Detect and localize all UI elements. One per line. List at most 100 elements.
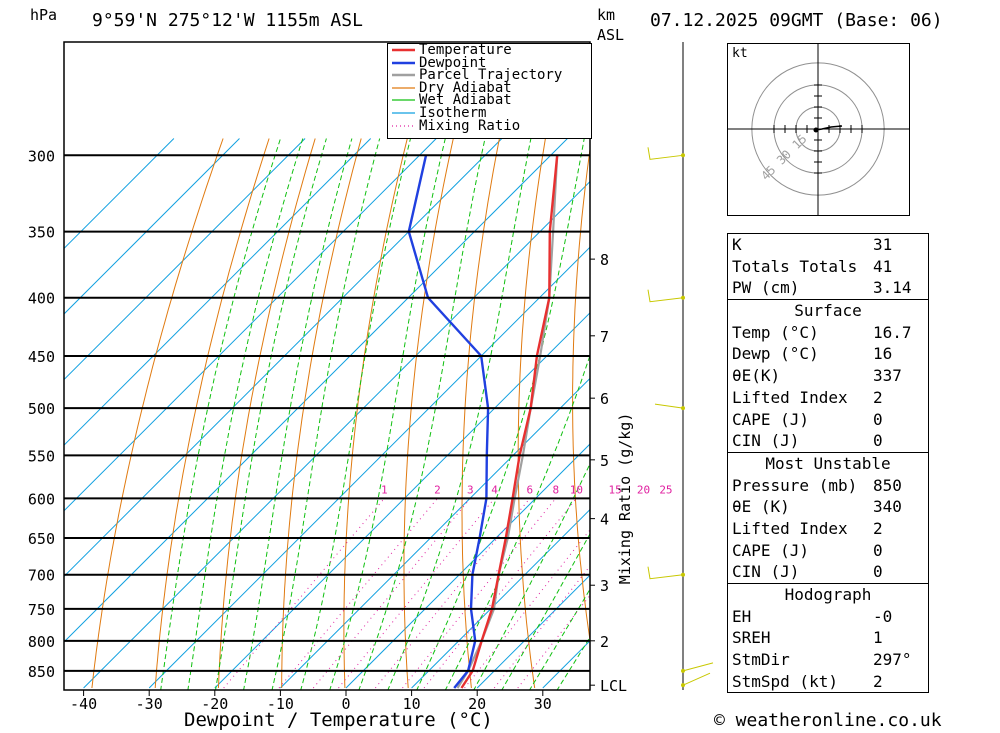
hpa-unit-label: hPa xyxy=(30,6,58,24)
legend-swatch xyxy=(392,48,415,52)
wind-barb xyxy=(654,403,684,409)
hodograph-stat-value: 2 xyxy=(873,671,883,691)
surface-value: 0 xyxy=(873,409,883,429)
plot-frame xyxy=(63,41,591,691)
hodograph-section-title: Hodograph xyxy=(728,583,928,606)
isotherm-line xyxy=(64,138,175,250)
legend-label: Temperature xyxy=(419,42,512,58)
most-unstable-row: Pressure (mb) 850 xyxy=(728,475,928,497)
legend-swatch xyxy=(392,124,415,127)
mixing-ratio-label: 3 xyxy=(467,483,474,496)
dry-adiabat-line xyxy=(91,138,224,689)
isotherm-line xyxy=(64,138,240,315)
wet-adiabat-line xyxy=(215,138,327,690)
most-unstable-row: θE (K) 340 xyxy=(728,496,928,518)
most-unstable-row: Lifted Index 2 xyxy=(728,518,928,540)
hodograph-stat-row: SREH 1 xyxy=(728,627,928,649)
legend-item: Mixing Ratio xyxy=(388,117,591,134)
hodograph-stat-row: StmDir 297° xyxy=(728,649,928,671)
hodograph-stat-value: 297° xyxy=(873,650,912,670)
hodograph-stat-row: EH -0 xyxy=(728,606,928,628)
hodograph-stat-label: StmDir xyxy=(732,650,790,670)
wet-adiabat-line xyxy=(358,138,486,690)
surface-row: Temp (°C) 16.7 xyxy=(728,322,928,344)
hodograph-stat-label: SREH xyxy=(732,628,771,648)
surface-value: 337 xyxy=(873,366,902,386)
x-tick-label: 10 xyxy=(403,695,421,713)
most-unstable-value: 850 xyxy=(873,475,902,495)
km-tick-label: 8 xyxy=(600,251,609,269)
wet-adiabat-line xyxy=(243,138,353,690)
isotherm-line xyxy=(64,138,568,643)
dry-adiabat-line xyxy=(154,138,270,689)
isotherm-line xyxy=(476,574,590,689)
pressure-tick-label: 500 xyxy=(28,400,55,418)
wet-adiabat-line xyxy=(329,138,446,690)
x-tick-label: 20 xyxy=(468,695,486,713)
surface-value: 16.7 xyxy=(873,322,912,342)
legend-item: Parcel Trajectory xyxy=(388,68,591,82)
surface-label: Temp (°C) xyxy=(732,322,819,342)
index-row: PW (cm) 3.14 xyxy=(728,277,928,299)
km-tick-label: 2 xyxy=(600,633,609,651)
dry-adiabat-line xyxy=(217,138,316,689)
surface-label: θE(K) xyxy=(732,366,781,386)
most-unstable-value: 340 xyxy=(873,497,902,517)
legend: Temperature Dewpoint Parcel Trajectory Dry … xyxy=(387,43,592,139)
isotherm-line xyxy=(148,246,590,689)
pressure-tick-label: 800 xyxy=(28,633,55,651)
mixing-ratio-label: 2 xyxy=(434,483,441,496)
x-tick-label: 0 xyxy=(341,695,350,713)
isotherm-line xyxy=(345,443,590,689)
most-unstable-label: Pressure (mb) xyxy=(732,475,858,495)
x-tick-label: -20 xyxy=(201,695,228,713)
pressure-tick-label: 350 xyxy=(28,224,55,242)
mixing-ratio-line xyxy=(223,498,385,689)
asl-unit-label: ASL xyxy=(597,26,625,44)
isotherm-line xyxy=(64,138,437,512)
mixing-ratio-label: 4 xyxy=(491,483,498,496)
surface-label: CAPE (J) xyxy=(732,409,810,429)
km-tick-label: 7 xyxy=(600,328,609,346)
datetime-title: 07.12.2025 09GMT (Base: 06) xyxy=(650,10,943,31)
most-unstable-value: 0 xyxy=(873,540,883,560)
dry-adiabat-line xyxy=(343,138,408,689)
most-unstable-row: CAPE (J) 0 xyxy=(728,540,928,562)
surface-label: CIN (J) xyxy=(732,431,800,451)
hodograph-unit: kt xyxy=(732,46,748,61)
wet-adiabat-line xyxy=(300,138,411,690)
most-unstable-value: 0 xyxy=(873,562,883,582)
wet-adiabat-line xyxy=(501,532,590,690)
surface-row: Lifted Index 2 xyxy=(728,387,928,409)
mixing-ratio-line xyxy=(517,594,590,689)
isotherm-line xyxy=(64,138,306,381)
pressure-tick-label: 600 xyxy=(28,490,55,508)
dry-adiabat-line xyxy=(403,138,454,689)
legend-swatch xyxy=(392,112,415,114)
mixing-ratio-label: 15 xyxy=(608,483,621,496)
mixing-ratio-label: 10 xyxy=(570,483,583,496)
wind-barb xyxy=(647,566,684,580)
isotherm-line xyxy=(214,312,590,689)
wind-barb xyxy=(682,672,711,686)
location-title: 9°59'N 275°12'W 1155m ASL xyxy=(92,10,363,31)
hodograph-stat-label: EH xyxy=(732,606,752,626)
isotherm-line xyxy=(280,377,590,689)
pressure-tick-label: 550 xyxy=(28,447,55,465)
km-tick-label: 6 xyxy=(600,390,609,408)
surface-section-title: Surface xyxy=(728,299,928,322)
legend-label: Isotherm xyxy=(419,104,487,121)
legend-swatch xyxy=(392,61,415,64)
index-value: 41 xyxy=(873,256,893,276)
mixing-ratio-line xyxy=(312,498,471,689)
km-tick-label: LCL xyxy=(600,677,627,695)
pressure-tick-label: 750 xyxy=(28,601,55,619)
most-unstable-section-title: Most Unstable xyxy=(728,451,928,475)
mixing-ratio-line xyxy=(338,498,495,689)
isotherm-line xyxy=(411,508,590,689)
legend-label: Mixing Ratio xyxy=(419,117,521,134)
wet-adiabat-line xyxy=(416,138,585,690)
most-unstable-row: CIN (J) 0 xyxy=(728,561,928,583)
dry-adiabat-line xyxy=(572,145,590,644)
wet-adiabat-line xyxy=(271,138,381,690)
